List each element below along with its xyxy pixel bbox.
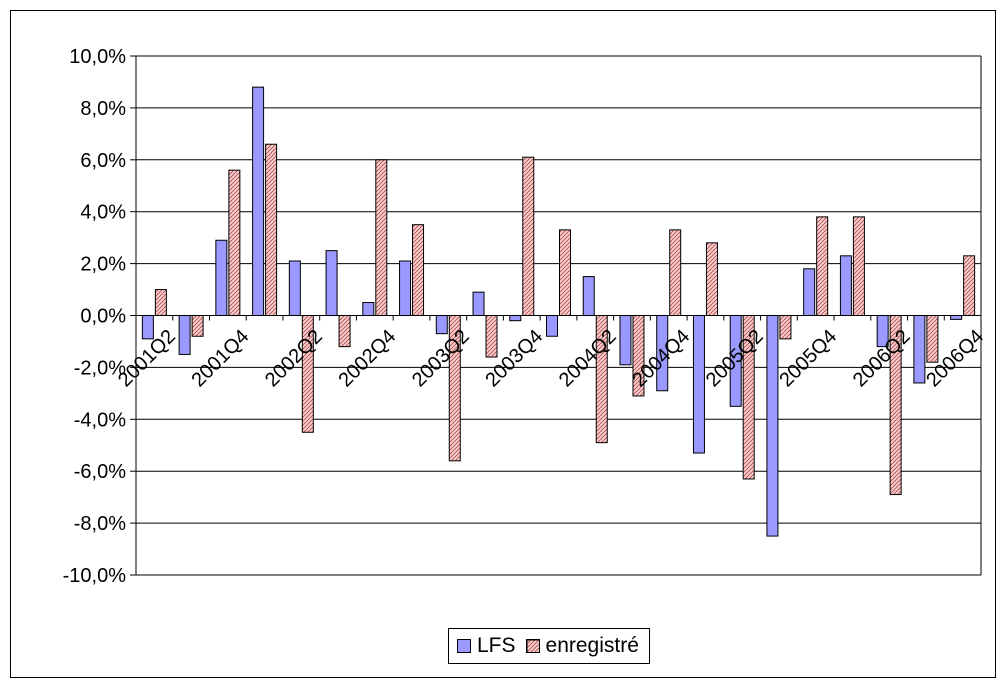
bar-lfs xyxy=(472,291,485,316)
bar-lfs xyxy=(288,260,301,317)
y-tick-label: -10,0% xyxy=(63,565,127,587)
legend: LFS enregistré xyxy=(448,628,650,664)
bar-lfs xyxy=(913,315,926,384)
y-tick-label: -2,0% xyxy=(74,357,126,379)
bar-enregistre xyxy=(522,156,535,316)
legend-item-enregistre: enregistré xyxy=(525,634,639,658)
bar-lfs xyxy=(325,250,338,316)
bar-enregistre xyxy=(779,315,792,340)
bar-enregistre xyxy=(375,159,388,316)
chart-frame xyxy=(10,10,996,678)
bar-enregistre xyxy=(559,229,571,317)
bar-lfs xyxy=(546,315,558,337)
y-tick-label: -6,0% xyxy=(74,461,126,483)
bar-lfs xyxy=(619,315,632,366)
bar-enregistre xyxy=(265,143,278,316)
bar-lfs xyxy=(215,239,228,316)
bar-lfs xyxy=(362,302,375,316)
bar-enregistre xyxy=(852,216,865,316)
bar-lfs xyxy=(178,315,191,355)
bar-lfs xyxy=(950,315,963,320)
bar-enregistre xyxy=(926,315,939,363)
bar-lfs xyxy=(509,315,522,322)
bars xyxy=(141,86,976,537)
legend-swatch-enregistre xyxy=(525,639,540,653)
axes xyxy=(130,55,982,576)
bar-lfs xyxy=(692,315,705,454)
y-tick-label: 2,0% xyxy=(80,254,126,276)
bar-enregistre xyxy=(412,224,425,316)
bar-lfs xyxy=(435,315,448,335)
bar-lfs xyxy=(399,260,412,317)
bar-lfs xyxy=(582,276,595,317)
y-tick-label: 8,0% xyxy=(80,98,126,120)
y-tick-label: 10,0% xyxy=(69,46,126,68)
y-tick-label: 6,0% xyxy=(80,150,126,172)
bar-enregistre xyxy=(816,216,829,316)
y-tick-label: 4,0% xyxy=(80,202,126,224)
x-tick-label: 2003Q2 xyxy=(408,325,474,391)
legend-item-lfs: LFS xyxy=(457,634,516,658)
bar-enregistre xyxy=(485,315,498,358)
x-tick-label: 2002Q2 xyxy=(261,325,327,391)
bar-enregistre xyxy=(705,242,718,316)
legend-label-enregistre: enregistré xyxy=(545,634,639,657)
bar-enregistre xyxy=(669,229,682,317)
bar-enregistre xyxy=(963,255,976,317)
y-tick-label: -8,0% xyxy=(74,513,126,535)
legend-label-lfs: LFS xyxy=(477,634,516,657)
y-tick-label: -4,0% xyxy=(74,409,126,431)
bar-lfs xyxy=(141,315,154,340)
bar-enregistre xyxy=(228,169,241,316)
x-tick-label: 2004Q2 xyxy=(555,325,621,391)
bar-lfs xyxy=(766,315,779,537)
y-tick-label: 0,0% xyxy=(80,306,126,328)
bar-enregistre xyxy=(191,315,204,337)
bar-enregistre xyxy=(154,289,167,316)
bar-lfs xyxy=(839,255,852,317)
bar-lfs xyxy=(803,268,816,317)
bar-enregistre xyxy=(338,315,351,348)
legend-swatch-lfs xyxy=(457,639,471,653)
bar-lfs xyxy=(252,86,265,316)
